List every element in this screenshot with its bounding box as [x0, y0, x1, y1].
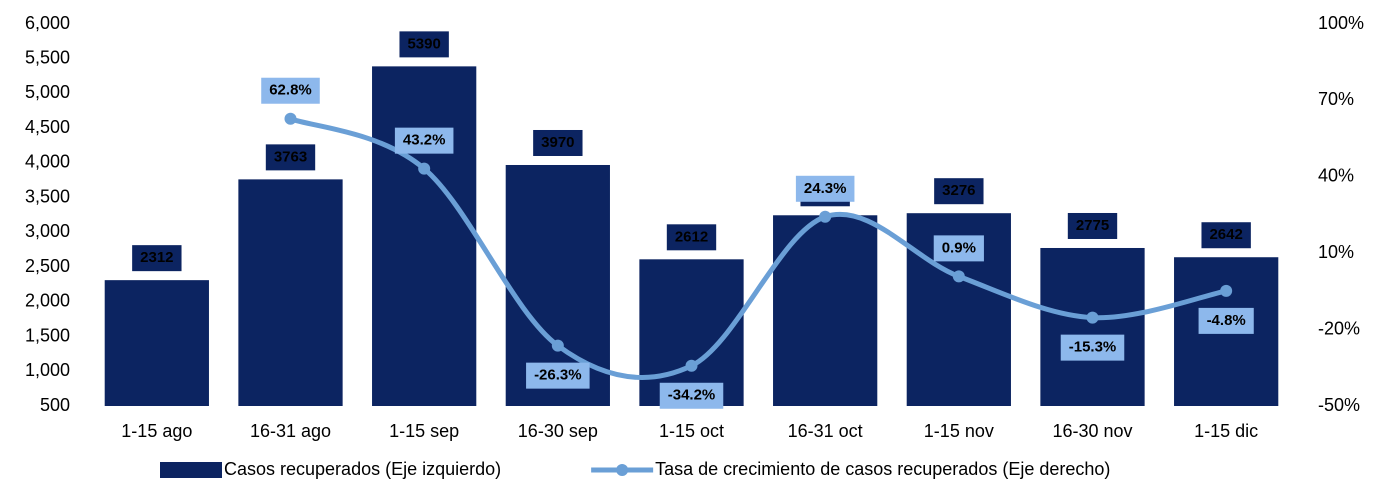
y-tick-label: 2,500: [25, 256, 70, 276]
bar-label: 2312: [140, 249, 173, 266]
legend-swatch-dot: [616, 464, 629, 476]
bar-label-box: [265, 144, 316, 171]
line-point: [551, 339, 564, 352]
line-label: -34.2%: [668, 387, 716, 404]
line-label: 24.3%: [804, 180, 847, 197]
line-point: [952, 270, 965, 283]
y-tick-label: 500: [40, 395, 70, 415]
bar-label-box: [399, 31, 449, 58]
bar-label-box: [132, 245, 182, 272]
y-tick-label: 4,000: [25, 152, 70, 172]
line-label: -4.8%: [1207, 312, 1246, 329]
y-tick-label: 5,500: [25, 47, 70, 67]
bar: [104, 280, 209, 406]
x-tick-label: 1-15 nov: [924, 421, 994, 441]
line-label-box: [526, 362, 590, 389]
line-point: [819, 210, 832, 223]
line-label: -26.3%: [534, 367, 582, 384]
y-tick-label: 1,000: [25, 360, 70, 380]
y-tick-label: 1,500: [25, 325, 70, 345]
bar-label-box: [666, 224, 717, 251]
line-label-box: [394, 127, 454, 154]
x-tick-label: 16-31 oct: [788, 421, 863, 441]
legend-label: Tasa de crecimiento de casos recuperados…: [655, 459, 1110, 479]
y-tick-label: 4,500: [25, 117, 70, 137]
y-tick-label: 2,000: [25, 291, 70, 311]
y2-tick-label: -50%: [1318, 395, 1360, 415]
line-label: 0.9%: [942, 239, 976, 256]
y-tick-label: 5,000: [25, 82, 70, 102]
x-tick-label: 1-15 oct: [659, 421, 724, 441]
line-point: [418, 162, 431, 175]
bar-label: 3276: [942, 182, 975, 199]
bar: [238, 179, 343, 406]
x-tick-label: 1-15 ago: [121, 421, 192, 441]
line-point: [685, 359, 698, 372]
line-label-box: [1060, 334, 1125, 361]
bar-label-box: [1067, 212, 1118, 239]
x-tick-label: 1-15 dic: [1194, 421, 1258, 441]
y2-tick-label: 100%: [1318, 13, 1364, 33]
line-label-box: [933, 235, 984, 262]
line-label: 62.8%: [269, 82, 312, 99]
line-label-box: [1198, 307, 1254, 334]
y2-tick-label: 70%: [1318, 89, 1354, 109]
y-tick-label: 3,500: [25, 186, 70, 206]
x-tick-label: 16-30 sep: [518, 421, 598, 441]
y2-tick-label: 10%: [1318, 242, 1354, 262]
bar: [372, 66, 477, 406]
x-tick-label: 16-31 ago: [250, 421, 331, 441]
line-label-box: [261, 77, 320, 104]
bar-label: 5390: [407, 35, 440, 52]
bar-label: 2612: [675, 228, 708, 245]
bar-label-box: [1201, 222, 1251, 249]
line-point: [1086, 311, 1099, 324]
line-label-box: [795, 175, 855, 202]
bar-label: 2775: [1076, 217, 1109, 234]
y2-tick-label: -20%: [1318, 318, 1360, 338]
bar-label: 3763: [274, 148, 307, 165]
legend-swatch: [160, 462, 222, 478]
bar-label: 3970: [541, 134, 574, 151]
line-point: [284, 112, 297, 125]
y2-tick-label: 40%: [1318, 166, 1354, 186]
bar-label-box: [934, 178, 984, 205]
x-tick-label: 1-15 sep: [389, 421, 459, 441]
legend-label: Casos recuperados (Eje izquierdo): [224, 459, 501, 479]
line-point: [1220, 284, 1233, 297]
line-label: -15.3%: [1069, 339, 1117, 356]
line: [289, 116, 1227, 380]
line-label-box: [659, 382, 724, 409]
bar-label-box: [533, 129, 583, 156]
y-tick-label: 3,000: [25, 221, 70, 241]
line-label: 43.2%: [403, 132, 446, 149]
bar: [1040, 247, 1145, 406]
bar-label: 2642: [1209, 226, 1242, 243]
y-tick-label: 6,000: [25, 13, 70, 33]
x-tick-label: 16-30 nov: [1052, 421, 1132, 441]
